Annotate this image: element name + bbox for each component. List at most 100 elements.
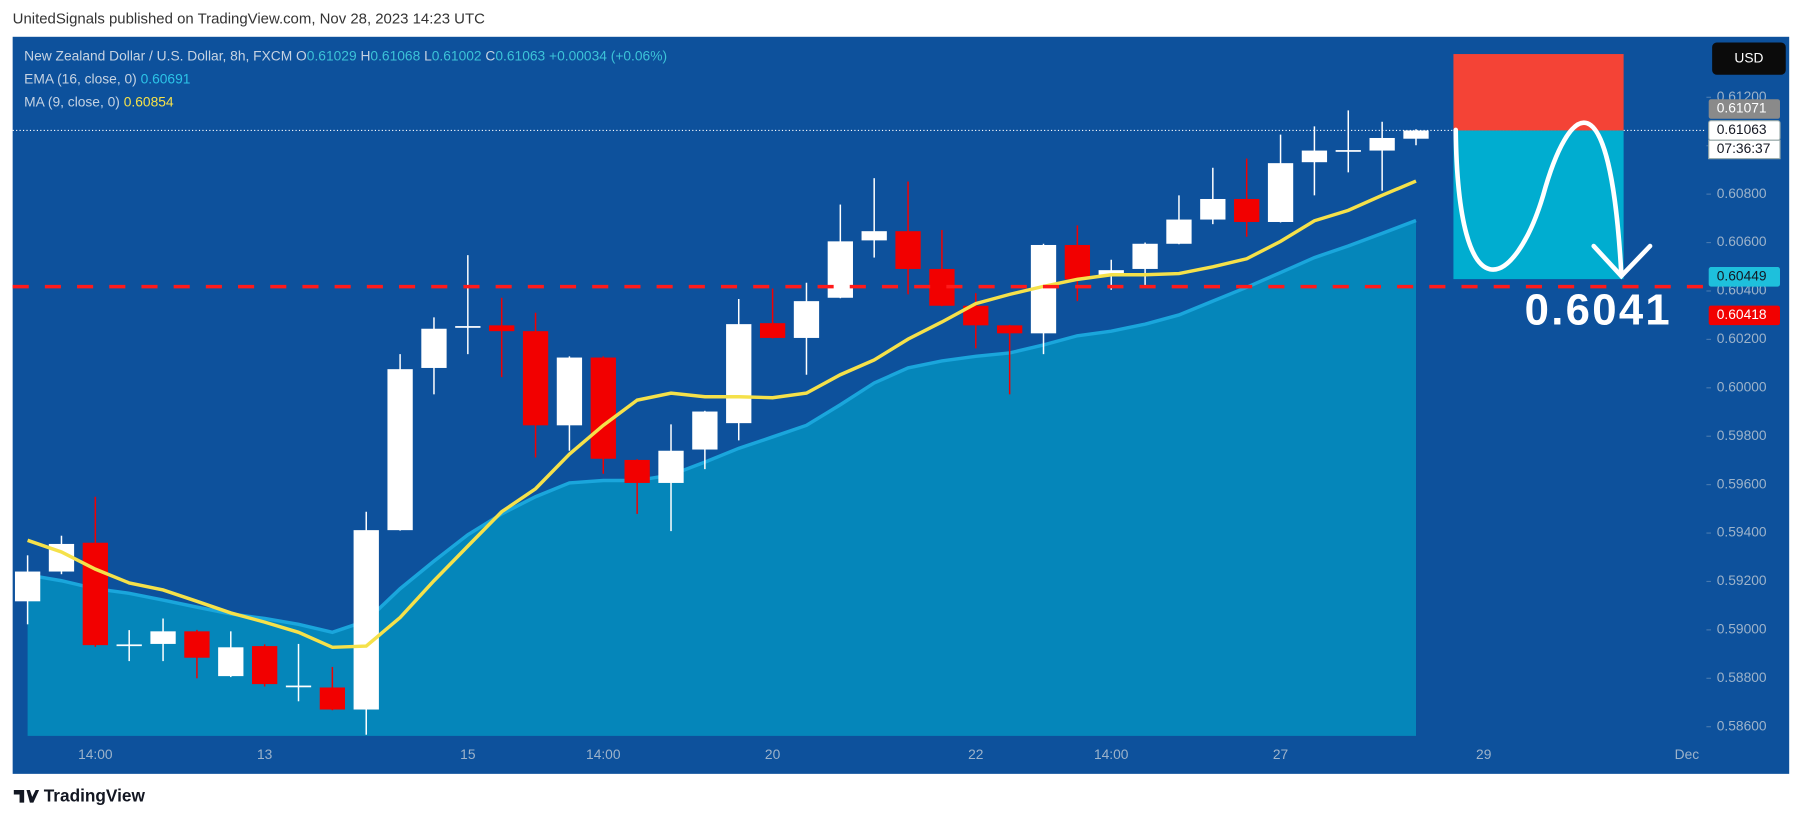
x-tick-label: 14:00 — [78, 747, 113, 762]
y-tick-label: 0.60200 — [1717, 331, 1767, 346]
candle-body — [387, 369, 413, 531]
candle-body — [353, 530, 379, 710]
y-tick-label: 0.59600 — [1717, 476, 1767, 491]
candle-body — [861, 231, 887, 241]
legend-ma: MA (9, close, 0) 0.60854 — [24, 94, 174, 109]
x-tick-label: 29 — [1476, 747, 1492, 762]
candle-body — [319, 687, 346, 710]
ohlc-prefix: L — [424, 48, 432, 63]
candle-body — [14, 571, 41, 602]
ohlc-prefix: C — [485, 48, 495, 63]
ma-line — [27, 179, 1417, 650]
symbol: New Zealand Dollar / U.S. Dollar, 8h, FX… — [24, 48, 292, 63]
candle-body — [421, 328, 447, 368]
price-label-box — [1708, 305, 1780, 326]
annotation: 0.6041 — [1525, 285, 1672, 334]
legend-entry: EMA (16, close, 0) — [24, 71, 137, 86]
candle-body — [1267, 163, 1294, 222]
candle-body — [82, 542, 108, 646]
candle-body — [963, 305, 989, 326]
price-label: 0.61063 — [1717, 122, 1767, 137]
candle-body — [658, 450, 684, 483]
logo-mark — [13, 789, 40, 803]
candle-body — [184, 631, 210, 658]
candle-body — [624, 459, 650, 483]
currency-button[interactable] — [1712, 42, 1786, 75]
stop-zone — [1453, 54, 1624, 131]
candle-body — [1335, 150, 1361, 152]
candle-body — [489, 325, 515, 332]
candle-body — [218, 647, 244, 677]
candle-body — [692, 411, 718, 450]
x-tick-label: 22 — [968, 747, 983, 762]
x-tick-label: 13 — [257, 747, 273, 762]
y-tick-label: 0.58600 — [1717, 718, 1767, 733]
plot: 0.58600 0.58800 0.59000 0.59200 0.59400 0.596… — [12, 54, 1781, 762]
price-label: 0.61071 — [1717, 101, 1767, 116]
x-tick-label: 27 — [1273, 747, 1288, 762]
price-label: 0.60449 — [1717, 268, 1767, 283]
countdown: 07:36:37 — [1717, 141, 1771, 156]
logo — [13, 789, 40, 803]
ohlc-prefix: O — [296, 48, 307, 63]
candle-body — [116, 644, 142, 647]
y-tick-label: 0.60800 — [1717, 186, 1767, 201]
x-tick-label: 14:00 — [586, 747, 621, 762]
y-tick-label: 0.60600 — [1717, 234, 1767, 249]
candle-body — [522, 331, 549, 426]
candle-body — [1166, 219, 1192, 244]
ohlc-prefix: H — [360, 48, 370, 63]
publisher: UnitedSignals published on TradingView.c… — [13, 11, 485, 28]
y-tick-label: 0.59200 — [1717, 573, 1767, 588]
y-tick-label: 0.59000 — [1717, 622, 1767, 637]
legend-entry: MA (9, close, 0) — [24, 94, 120, 109]
price-label-box — [1708, 267, 1780, 287]
ema-area — [27, 220, 1417, 736]
ema-line — [27, 218, 1417, 635]
ohlc-value: 0.61063 — [495, 48, 545, 63]
countdown-box — [1708, 139, 1781, 160]
candle-body — [793, 301, 820, 338]
price-label: 0.60418 — [1717, 307, 1767, 322]
ohlc-value: 0.61002 — [432, 48, 482, 63]
legend-value: 0.60854 — [124, 94, 174, 109]
candle-body — [895, 231, 921, 269]
candle-body — [1403, 130, 1429, 139]
candle-body — [1234, 198, 1260, 222]
forecast-arrowhead — [1591, 243, 1653, 280]
ohlc-value: 0.61029 — [307, 48, 357, 63]
legend-ema: EMA (16, close, 0) 0.60691 — [24, 71, 190, 86]
y-tick-label: 0.60000 — [1717, 379, 1767, 394]
ohlc-value: 0.61068 — [370, 48, 420, 63]
x-tick-label: 14:00 — [1094, 747, 1129, 762]
candle-body — [1369, 137, 1395, 151]
candle-body — [996, 325, 1023, 334]
candle-body — [252, 646, 278, 685]
candle-body — [827, 241, 853, 298]
y-tick-label: 0.59400 — [1717, 525, 1767, 540]
candle-body — [150, 631, 176, 644]
change: +0.00034 (+0.06%) — [549, 48, 667, 63]
y-tick-label: 0.59800 — [1717, 428, 1767, 443]
candle-body — [455, 326, 481, 328]
candle-body — [1200, 198, 1226, 220]
candle-body — [1301, 150, 1328, 163]
x-tick-label: 15 — [460, 747, 476, 762]
forecast-curve — [1453, 120, 1624, 276]
price-label-box — [1708, 99, 1780, 119]
currency[interactable]: USD — [1734, 50, 1763, 65]
candle-body — [726, 324, 752, 424]
legend-value: 0.60691 — [141, 71, 191, 86]
candle-body — [285, 685, 312, 688]
candle-body — [1132, 243, 1158, 269]
brand: TradingView — [44, 785, 146, 805]
x-tick-label: 20 — [765, 747, 781, 762]
candle-body — [556, 357, 583, 426]
legend-symbol: New Zealand Dollar / U.S. Dollar, 8h, FX… — [24, 48, 667, 63]
candle-body — [1064, 244, 1091, 280]
y-tick-label: 0.58800 — [1717, 670, 1767, 685]
x-tick-label: Dec — [1675, 747, 1700, 762]
candle-body — [590, 357, 616, 459]
candle-body — [759, 323, 786, 338]
